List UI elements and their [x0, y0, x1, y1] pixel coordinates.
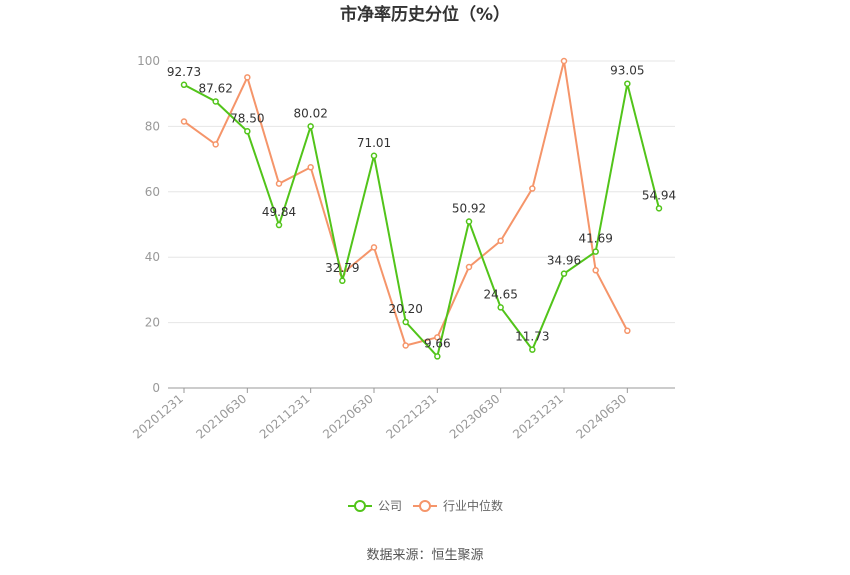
data-label: 87.62	[198, 81, 232, 95]
y-tick-label: 100	[137, 54, 160, 68]
x-tick-label: 20231231	[510, 392, 566, 442]
data-label: 41.69	[578, 232, 612, 246]
company-point	[244, 128, 251, 135]
x-axis: 20201231 20210630 20211231 20220630 20221231…	[130, 388, 629, 442]
data-label: 80.02	[293, 106, 327, 120]
x-tick-label: 20201231	[130, 392, 186, 442]
company-point	[560, 270, 568, 277]
legend-item-company[interactable]: 公司	[348, 499, 402, 513]
company-point	[212, 98, 219, 105]
x-tick-label: 20210630	[193, 392, 249, 442]
series-industry	[180, 57, 631, 349]
x-tick-label: 20230630	[447, 392, 503, 442]
company-point	[529, 346, 536, 353]
industry-point	[497, 237, 504, 245]
data-label: 50.92	[452, 201, 486, 215]
y-tick-label: 60	[145, 185, 160, 199]
data-label: 9.66	[424, 336, 451, 350]
company-point	[339, 277, 346, 285]
legend-company-label: 公司	[378, 499, 402, 513]
company-point	[497, 304, 504, 311]
industry-point	[465, 263, 473, 271]
company-point	[655, 205, 663, 212]
company-point	[402, 318, 409, 326]
grid-lines	[168, 60, 675, 324]
industry-point	[180, 118, 188, 125]
company-point	[434, 353, 441, 360]
company-line	[183, 83, 660, 359]
industry-point	[560, 57, 568, 65]
data-label: 20.20	[388, 302, 422, 316]
data-source: 数据来源：恒生聚源	[366, 548, 483, 563]
y-axis: 0 20 40 60 80 100	[137, 54, 160, 395]
y-tick-label: 80	[145, 119, 160, 133]
data-label: 54.94	[642, 188, 676, 202]
y-tick-label: 20	[145, 316, 160, 330]
industry-point	[529, 185, 536, 192]
series-company	[180, 80, 663, 360]
industry-point	[307, 164, 314, 171]
x-tick-label: 20221231	[383, 392, 439, 442]
company-point	[370, 152, 378, 160]
y-tick-label: 40	[145, 250, 160, 264]
data-label: 34.96	[547, 254, 581, 268]
data-label: 49.84	[262, 205, 296, 219]
y-tick-label: 0	[152, 381, 160, 395]
industry-point	[434, 334, 441, 341]
company-point	[275, 221, 283, 229]
data-label: 71.01	[357, 136, 391, 150]
data-label: 11.73	[515, 330, 549, 344]
data-label: 78.50	[230, 111, 264, 125]
company-point	[465, 218, 473, 225]
legend-industry-marker	[419, 500, 431, 512]
company-point	[307, 123, 314, 130]
industry-point	[212, 141, 219, 148]
industry-point	[244, 74, 251, 81]
industry-point	[624, 327, 631, 335]
industry-point	[402, 342, 409, 349]
industry-point	[592, 267, 599, 274]
company-point	[180, 81, 188, 89]
data-label: 93.05	[610, 64, 644, 78]
data-label: 32.79	[325, 261, 359, 275]
industry-point	[275, 180, 283, 187]
data-labels: 92.73 87.62 78.50 49.84 80.02 32.79 71.01 20.20…	[167, 64, 676, 351]
data-label: 92.73	[167, 65, 201, 79]
x-tick-label: 20240630	[573, 392, 629, 442]
industry-point	[370, 244, 378, 251]
company-point	[624, 80, 631, 87]
chart-title: 市净率历史分位（%）	[340, 4, 510, 25]
data-label: 24.65	[483, 287, 517, 301]
legend: 公司 行业中位数	[348, 498, 503, 513]
company-point	[592, 248, 599, 255]
x-tick-label: 20220630	[320, 392, 376, 442]
legend-company-marker	[354, 500, 366, 512]
legend-industry-label: 行业中位数	[443, 498, 503, 513]
legend-item-industry[interactable]: 行业中位数	[413, 498, 503, 513]
x-tick-label: 20211231	[257, 392, 313, 442]
